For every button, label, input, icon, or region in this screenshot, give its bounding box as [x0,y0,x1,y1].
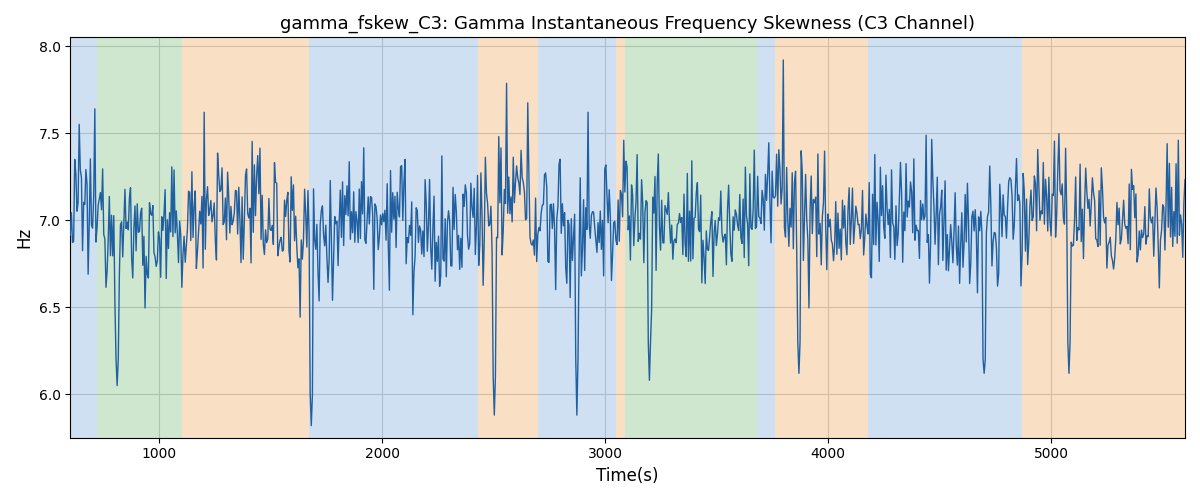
Bar [617,38,625,438]
Bar [342,38,479,438]
Bar [181,38,308,438]
Bar [71,38,97,438]
Bar [869,38,1022,438]
Y-axis label: Hz: Hz [16,227,34,248]
Bar [775,38,869,438]
Bar [625,38,757,438]
X-axis label: Time(s): Time(s) [596,467,659,485]
Bar [757,38,775,438]
Bar [479,38,539,438]
Bar [308,38,342,438]
Bar [1022,38,1186,438]
Bar [539,38,617,438]
Title: gamma_fskew_C3: Gamma Instantaneous Frequency Skewness (C3 Channel): gamma_fskew_C3: Gamma Instantaneous Freq… [280,15,976,34]
Bar [97,38,181,438]
